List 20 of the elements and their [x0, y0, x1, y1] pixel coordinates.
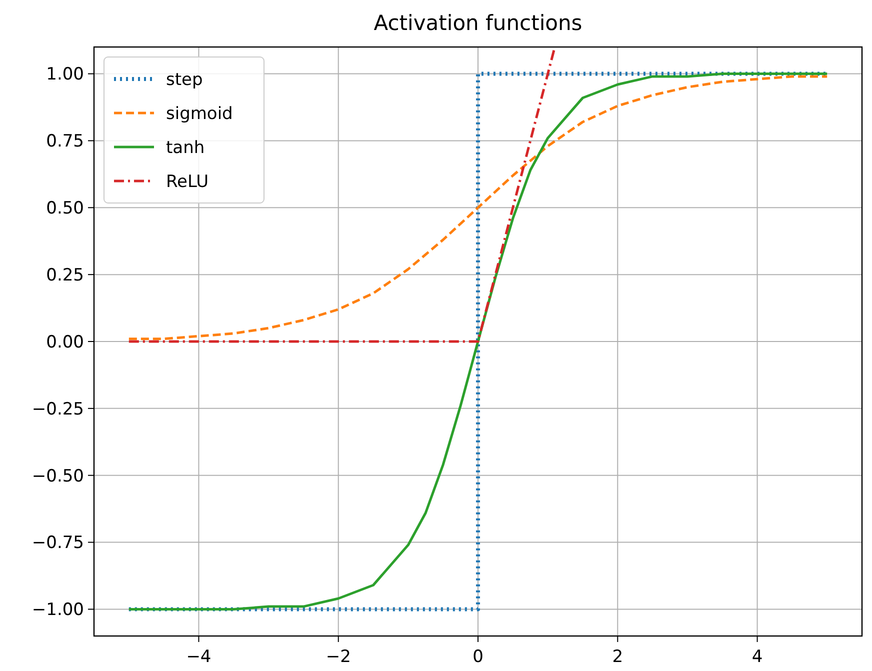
y-tick-label: 1.00: [46, 64, 84, 85]
y-tick-label: 0.00: [46, 332, 84, 352]
y-tick-label: 0.25: [46, 266, 84, 286]
y-tick-label: −0.75: [32, 533, 84, 554]
x-tick-label: −4: [186, 647, 212, 667]
y-tick-label: −0.50: [32, 466, 84, 486]
y-tick-label: −1.00: [32, 600, 84, 620]
y-tick-label: 0.50: [46, 198, 84, 219]
x-tick-label: −2: [326, 647, 351, 667]
x-tick-label: 0: [472, 647, 484, 667]
legend-label: step: [166, 70, 203, 90]
x-tick-label: 4: [752, 647, 763, 667]
legend-label: sigmoid: [166, 104, 233, 124]
chart-title: Activation functions: [374, 11, 582, 35]
legend-label: tanh: [166, 138, 205, 158]
y-tick-label: 0.75: [46, 132, 84, 152]
x-tick-label: 2: [612, 647, 624, 667]
legend-label: ReLU: [166, 172, 209, 192]
line-series: [128, 75, 828, 340]
y-tick-label: −0.25: [32, 399, 84, 420]
